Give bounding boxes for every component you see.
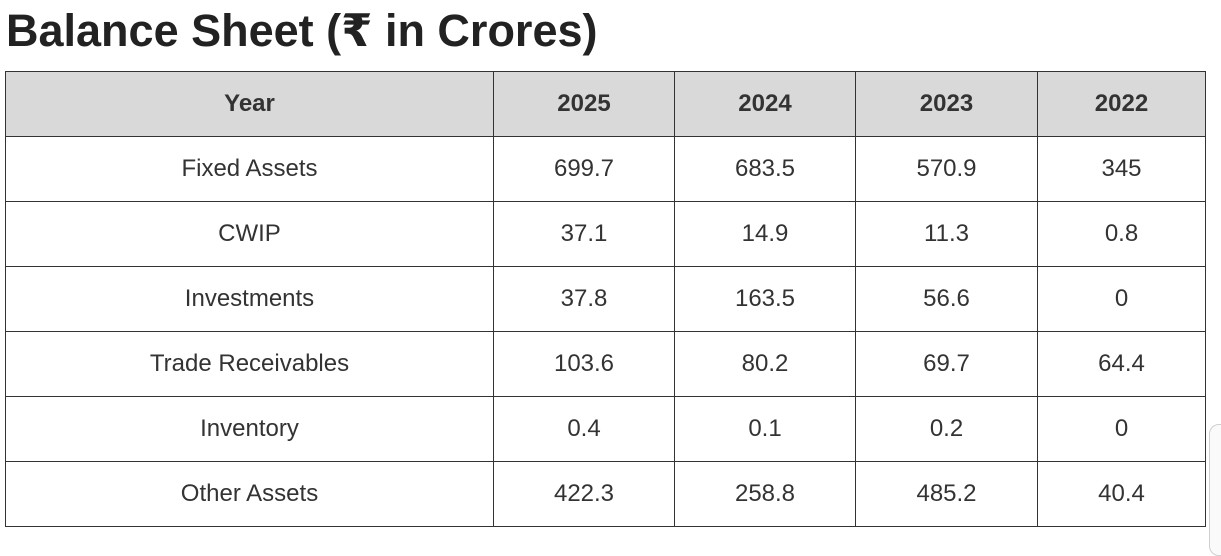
table-cell: 37.1 [493, 201, 675, 267]
table-cell: 14.9 [674, 201, 856, 267]
table-row: Investments 37.8 163.5 56.6 0 [5, 266, 1206, 332]
table-cell: 345 [1037, 136, 1206, 202]
table-cell: 69.7 [855, 331, 1038, 397]
table-cell: 64.4 [1037, 331, 1206, 397]
table-cell: 0.2 [855, 396, 1038, 462]
table-cell: 683.5 [674, 136, 856, 202]
row-label: CWIP [5, 201, 494, 267]
table-cell: 422.3 [493, 461, 675, 527]
table-cell: 0.4 [493, 396, 675, 462]
row-label: Investments [5, 266, 494, 332]
table-cell: 56.6 [855, 266, 1038, 332]
header-2024: 2024 [674, 71, 856, 137]
page-title: Balance Sheet (₹ in Crores) [6, 5, 598, 56]
row-label: Trade Receivables [5, 331, 494, 397]
table-row: Inventory 0.4 0.1 0.2 0 [5, 396, 1206, 462]
table-cell: 37.8 [493, 266, 675, 332]
table-cell: 0.1 [674, 396, 856, 462]
table-row: Other Assets 422.3 258.8 485.2 40.4 [5, 461, 1206, 527]
header-2023: 2023 [855, 71, 1038, 137]
table-cell: 0 [1037, 396, 1206, 462]
floating-widget-edge[interactable] [1209, 424, 1221, 556]
table-row: Fixed Assets 699.7 683.5 570.9 345 [5, 136, 1206, 202]
table-row: CWIP 37.1 14.9 11.3 0.8 [5, 201, 1206, 267]
balance-sheet-table: Year 2025 2024 2023 2022 Fixed Assets 69… [5, 71, 1206, 527]
table-row: Trade Receivables 103.6 80.2 69.7 64.4 [5, 331, 1206, 397]
table-cell: 570.9 [855, 136, 1038, 202]
row-label: Inventory [5, 396, 494, 462]
table-cell: 163.5 [674, 266, 856, 332]
table-cell: 258.8 [674, 461, 856, 527]
table-cell: 40.4 [1037, 461, 1206, 527]
header-2022: 2022 [1037, 71, 1206, 137]
header-year: Year [5, 71, 494, 137]
table-cell: 103.6 [493, 331, 675, 397]
table-cell: 11.3 [855, 201, 1038, 267]
header-row: Year 2025 2024 2023 2022 [5, 71, 1206, 137]
header-2025: 2025 [493, 71, 675, 137]
table-cell: 699.7 [493, 136, 675, 202]
row-label: Fixed Assets [5, 136, 494, 202]
row-label: Other Assets [5, 461, 494, 527]
table-cell: 80.2 [674, 331, 856, 397]
table-cell: 0.8 [1037, 201, 1206, 267]
table-cell: 0 [1037, 266, 1206, 332]
table-cell: 485.2 [855, 461, 1038, 527]
